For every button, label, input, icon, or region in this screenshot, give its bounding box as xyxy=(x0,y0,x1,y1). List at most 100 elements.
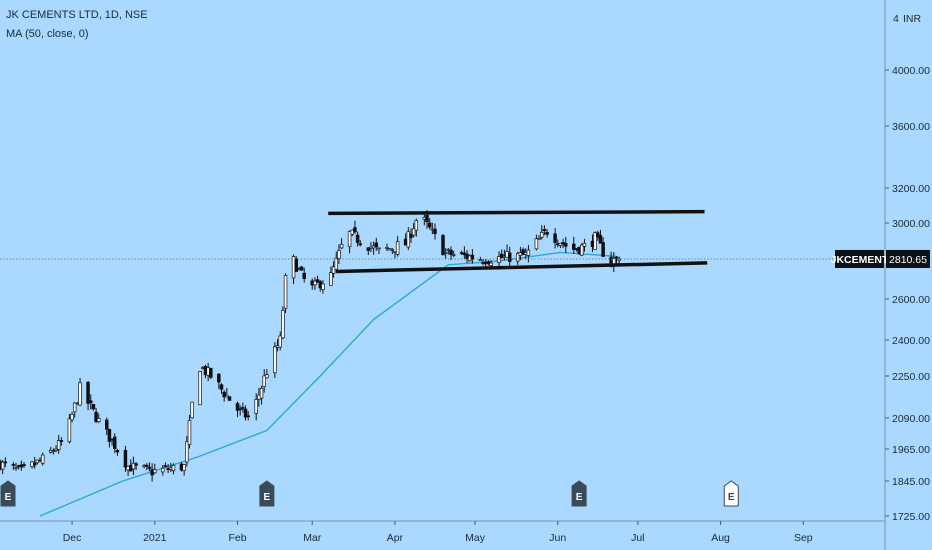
candle xyxy=(441,233,445,256)
time-tick-label: May xyxy=(465,532,486,544)
candle-body xyxy=(246,415,250,418)
price-tick-label: 2400.00 xyxy=(892,335,930,347)
candle xyxy=(56,435,61,454)
candle-body xyxy=(222,391,226,398)
earnings-icon[interactable] xyxy=(571,480,587,507)
time-tick-label: Apr xyxy=(387,532,404,544)
candles-layer xyxy=(0,210,621,482)
candle xyxy=(614,255,619,265)
candle xyxy=(281,306,285,340)
candle xyxy=(409,228,413,243)
candle xyxy=(580,243,584,257)
candle-body xyxy=(163,465,168,467)
earnings-marker[interactable]: E xyxy=(0,480,16,507)
earnings-icon[interactable] xyxy=(723,480,739,507)
time-tick-label: Sep xyxy=(794,532,813,544)
candle xyxy=(265,369,269,379)
candle-body xyxy=(572,243,576,250)
candle-body xyxy=(96,418,101,423)
candle xyxy=(598,229,603,244)
candle xyxy=(337,244,341,265)
price-tick-label: 3200.00 xyxy=(892,183,930,195)
candle-body xyxy=(131,462,136,470)
candle xyxy=(507,246,512,268)
candle xyxy=(22,462,26,468)
candle-body xyxy=(414,219,419,231)
candle xyxy=(411,222,416,238)
earnings-icon[interactable] xyxy=(259,480,275,507)
candle-body xyxy=(358,243,363,246)
indicator-label[interactable]: MA (50, close, 0) xyxy=(6,28,89,40)
support-trendline[interactable] xyxy=(336,261,708,274)
candle-body xyxy=(395,241,400,255)
candle xyxy=(182,464,186,476)
currency-label[interactable]: INR xyxy=(903,13,922,25)
candle xyxy=(161,465,165,476)
price-tick-label: 2600.00 xyxy=(892,294,930,306)
price-tag-box xyxy=(886,249,930,268)
candle xyxy=(315,275,320,283)
earnings-marker[interactable]: E xyxy=(571,480,587,507)
candle-body xyxy=(339,243,344,249)
last-price-tag: JKCEMENT 2810.65 xyxy=(0,249,930,268)
time-axis[interactable]: Dec 2021 Feb Mar Apr May Jun Jul Aug Sep xyxy=(0,520,885,544)
candle xyxy=(86,381,90,411)
candle xyxy=(486,259,491,266)
candle xyxy=(313,277,317,290)
trendlines-layer[interactable] xyxy=(328,209,708,274)
candle-body xyxy=(94,411,98,422)
candle xyxy=(134,462,138,470)
candle-body xyxy=(198,371,202,406)
candle-body xyxy=(70,413,74,421)
candle xyxy=(339,238,344,250)
candle xyxy=(219,383,224,394)
candle-body xyxy=(115,450,120,453)
price-tick-label: 4000.00 xyxy=(892,65,930,77)
candle xyxy=(347,230,352,254)
candle xyxy=(217,373,221,390)
price-axis[interactable]: 4000.00 3600.00 3200.00 3000.00 2600.00 2400.… xyxy=(884,0,930,550)
candle xyxy=(246,410,250,421)
candle xyxy=(107,428,112,448)
candle-body xyxy=(182,464,186,471)
candle-body xyxy=(497,256,501,263)
candle xyxy=(331,261,336,278)
candle xyxy=(171,463,176,475)
candle-body xyxy=(88,400,93,404)
chart-plot-area xyxy=(0,0,885,521)
candle xyxy=(497,251,501,268)
candle-body xyxy=(153,469,157,474)
candle-body xyxy=(593,232,597,250)
candle-body xyxy=(427,222,432,228)
candle xyxy=(0,459,5,474)
candle-body xyxy=(86,381,90,404)
candle xyxy=(321,279,325,294)
candle-body xyxy=(238,408,242,411)
earnings-marker[interactable]: E xyxy=(723,480,739,507)
earnings-label: E xyxy=(264,492,271,503)
candle xyxy=(283,273,288,314)
candle-body xyxy=(443,252,448,254)
resistance-trendline[interactable] xyxy=(328,209,705,216)
symbol-title[interactable]: JK CEMENTS LTD, 1D, NSE xyxy=(6,9,148,21)
candle-body xyxy=(219,384,224,390)
candle-body xyxy=(521,249,525,255)
candle xyxy=(185,435,189,467)
earnings-icon[interactable] xyxy=(0,480,16,507)
candle-body xyxy=(302,272,306,279)
price-tick-label: 1965.00 xyxy=(892,444,930,456)
candle xyxy=(299,265,304,271)
candle xyxy=(227,396,232,401)
earnings-marker[interactable]: E xyxy=(259,480,275,507)
candle xyxy=(489,260,493,267)
candle-body xyxy=(385,247,389,249)
candle-body xyxy=(59,440,64,442)
candle xyxy=(374,237,379,251)
candle xyxy=(96,413,101,424)
candle-body xyxy=(486,261,491,264)
time-tick-label: Mar xyxy=(303,532,322,544)
candle-body xyxy=(243,408,248,418)
time-tick-label: 2021 xyxy=(143,532,167,544)
